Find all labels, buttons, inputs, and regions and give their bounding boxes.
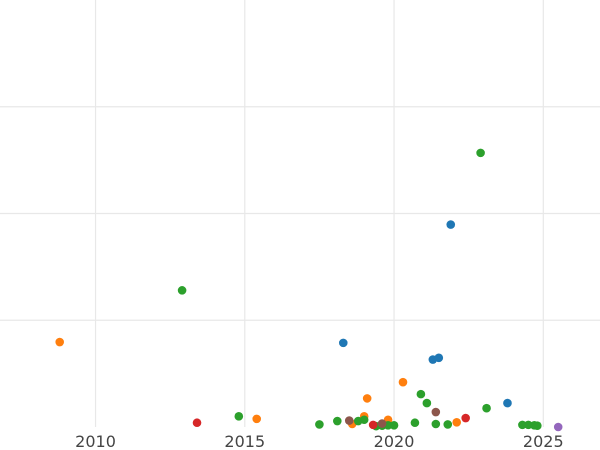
data-point-green-5 [359, 415, 369, 425]
data-point-orange-6 [398, 377, 408, 387]
x-tick-label-1: 2015 [224, 432, 265, 450]
data-point-green-2 [315, 420, 324, 429]
data-point-purple-0 [553, 422, 563, 432]
data-point-green-3 [333, 416, 342, 426]
data-point-red-0 [192, 418, 202, 428]
data-point-green-15 [476, 148, 485, 158]
data-point-green-20 [533, 421, 542, 431]
data-point-green-16 [482, 403, 491, 413]
data-point-blue-2 [434, 353, 444, 363]
data-point-orange-1 [252, 414, 262, 424]
data-point-red-1 [368, 420, 378, 430]
data-point-brown-2 [431, 407, 441, 417]
points-layer [55, 148, 563, 432]
data-point-blue-0 [338, 338, 348, 348]
x-tick-label-2: 2020 [374, 432, 415, 450]
data-point-brown-0 [344, 416, 354, 425]
data-point-orange-0 [55, 337, 65, 347]
x-axis-ticks: 2010 2015 2020 2025 [75, 432, 563, 450]
grid-layer [0, 0, 600, 427]
data-point-green-11 [416, 389, 426, 399]
data-point-orange-4 [362, 394, 372, 403]
data-point-green-10 [410, 418, 420, 428]
x-tick-label-0: 2010 [75, 432, 116, 450]
data-point-green-13 [431, 419, 441, 429]
data-point-red-2 [461, 413, 470, 423]
data-point-blue-3 [446, 220, 456, 229]
data-point-blue-4 [503, 398, 512, 408]
data-point-green-1 [234, 412, 244, 421]
data-point-green-14 [443, 420, 453, 429]
data-point-orange-7 [452, 418, 462, 427]
data-point-brown-1 [377, 419, 387, 428]
data-point-green-9 [389, 420, 399, 430]
data-point-green-17 [518, 420, 527, 430]
x-tick-label-3: 2025 [523, 432, 564, 450]
data-point-green-0 [177, 286, 187, 295]
data-point-green-12 [422, 398, 432, 408]
